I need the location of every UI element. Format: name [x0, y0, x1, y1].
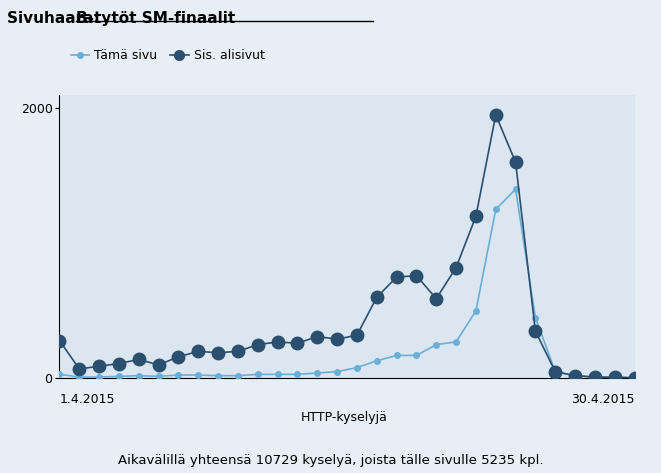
Text: Aikavälillä yhteensä 10729 kyselyä, joista tälle sivulle 5235 kpl.: Aikavälillä yhteensä 10729 kyselyä, jois…: [118, 454, 543, 466]
Text: Sivuhaara:: Sivuhaara:: [7, 11, 104, 26]
Text: 30.4.2015: 30.4.2015: [571, 393, 635, 405]
Text: B-tytöt SM-finaalit: B-tytöt SM-finaalit: [76, 11, 235, 26]
Text: 1.4.2015: 1.4.2015: [59, 393, 115, 405]
Legend: Tämä sivu, Sis. alisivut: Tämä sivu, Sis. alisivut: [65, 44, 270, 67]
Text: HTTP-kyselyjä: HTTP-kyselyjä: [300, 411, 387, 424]
